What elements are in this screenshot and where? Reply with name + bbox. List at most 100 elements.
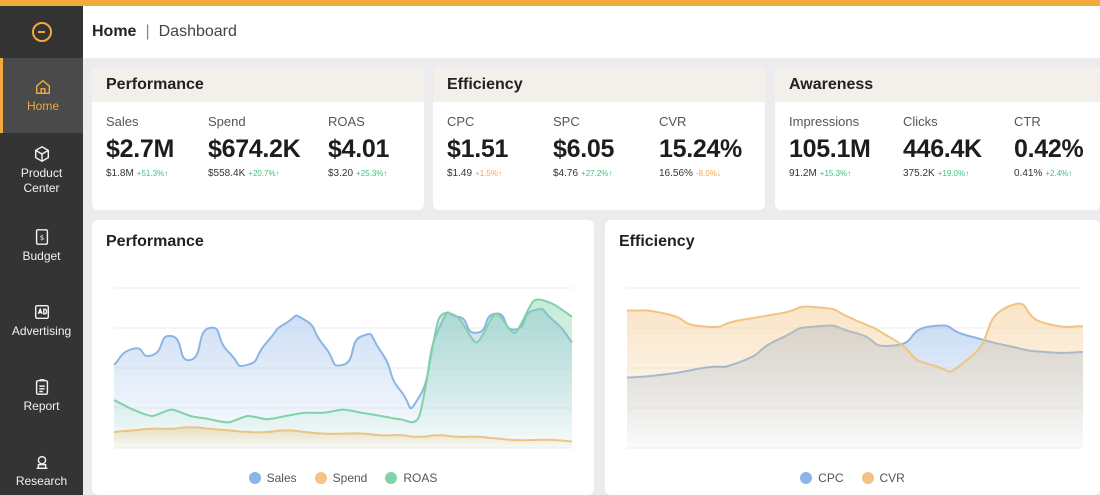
sidebar-item-product-center[interactable]: Product Center bbox=[0, 133, 83, 208]
series-line-cvr[interactable] bbox=[626, 302, 1084, 373]
kpi-value: $2.7M bbox=[106, 135, 174, 163]
top-accent-bar bbox=[0, 0, 1100, 6]
box-icon bbox=[34, 145, 49, 163]
sidebar-item-home[interactable]: Home bbox=[0, 58, 83, 133]
card-title: Awareness bbox=[775, 67, 1100, 102]
kpi-change-up: +51.3%↑ bbox=[136, 169, 169, 178]
kpi-previous: 16.56% bbox=[659, 168, 693, 179]
breadcrumb-home[interactable]: Home bbox=[92, 23, 137, 40]
chart-legend: CPC CVR bbox=[605, 471, 1100, 485]
kpi-value: 446.4K bbox=[903, 135, 982, 163]
kpi-previous: 0.41% bbox=[1014, 168, 1043, 179]
legend-swatch bbox=[800, 472, 813, 484]
kpi-ctr[interactable]: CTR 0.42% 0.41% +2.4%↑ bbox=[1014, 114, 1100, 179]
legend-item-spend[interactable]: Spend bbox=[314, 471, 368, 485]
kpi-cpc[interactable]: CPC $1.51 $1.49 +1.5%↑ bbox=[447, 114, 553, 179]
kpi-value: $6.05 bbox=[553, 135, 615, 163]
sidebar-item-label: Advertising bbox=[11, 323, 72, 338]
kpi-clicks[interactable]: Clicks 446.4K 375.2K +19.0%↑ bbox=[903, 114, 1014, 179]
chart-title: Efficiency bbox=[619, 233, 695, 250]
sidebar-item-label: Report bbox=[23, 398, 60, 413]
sidebar-item-report[interactable]: Report bbox=[0, 358, 83, 433]
budget-icon: $ bbox=[35, 228, 48, 245]
chart-title: Performance bbox=[106, 233, 204, 250]
kpi-change-up: +15.3%↑ bbox=[819, 169, 852, 178]
kpi-change-up: +27.2%↑ bbox=[581, 169, 613, 178]
kpi-label: Clicks bbox=[903, 114, 938, 129]
legend-swatch bbox=[385, 472, 398, 484]
kpi-sales[interactable]: Sales $2.7M $1.8M +51.3%↑ bbox=[106, 114, 208, 179]
kpi-previous: 91.2M bbox=[789, 168, 817, 179]
sidebar-item-label: Home bbox=[26, 98, 59, 113]
chart-card-performance: Performance Sales Spend ROAS bbox=[92, 220, 594, 495]
kpi-card-performance: Performance Sales $2.7M $1.8M +51.3%↑ Spe… bbox=[92, 67, 424, 210]
legend-swatch bbox=[248, 472, 261, 484]
kpi-label: SPC bbox=[553, 114, 580, 129]
breadcrumb-current: Dashboard bbox=[158, 23, 237, 40]
chart-card-efficiency: Efficiency CPC CVR bbox=[605, 220, 1100, 495]
ad-icon bbox=[34, 304, 49, 319]
legend-label: CVR bbox=[879, 471, 905, 485]
series-line-roas[interactable] bbox=[113, 298, 573, 424]
legend-item-cpc[interactable]: CPC bbox=[800, 471, 844, 485]
kpi-value: 105.1M bbox=[789, 135, 871, 163]
kpi-label: CTR bbox=[1014, 114, 1041, 129]
kpi-spc[interactable]: SPC $6.05 $4.76 +27.2%↑ bbox=[553, 114, 659, 179]
kpi-previous: $1.49 bbox=[447, 168, 473, 179]
kpi-previous: $4.76 bbox=[553, 168, 579, 179]
card-title: Performance bbox=[92, 67, 424, 102]
kpi-change-up: +19.0%↑ bbox=[937, 169, 970, 178]
legend-label: Spend bbox=[332, 471, 368, 485]
report-icon bbox=[35, 378, 48, 395]
kpi-roas[interactable]: ROAS $4.01 $3.20 +25.3%↑ bbox=[328, 114, 424, 179]
kpi-label: Spend bbox=[208, 114, 246, 129]
legend-label: ROAS bbox=[403, 471, 438, 485]
kpi-card-awareness: Awareness Impressions 105.1M 91.2M +15.3%… bbox=[775, 67, 1100, 210]
app-logo[interactable] bbox=[0, 6, 83, 58]
breadcrumb: Home | Dashboard bbox=[83, 6, 1100, 58]
performance-chart[interactable] bbox=[92, 220, 594, 495]
sidebar-item-advertising[interactable]: Advertising bbox=[0, 283, 83, 358]
kpi-value: $4.01 bbox=[328, 135, 390, 163]
legend-label: CPC bbox=[818, 471, 844, 485]
legend-swatch bbox=[861, 472, 874, 484]
sidebar-item-label: Product Center bbox=[20, 166, 63, 195]
series-area-cvr bbox=[627, 303, 1083, 448]
home-icon bbox=[35, 79, 51, 94]
research-icon bbox=[36, 455, 47, 469]
kpi-change-up: +25.3%↑ bbox=[356, 169, 388, 178]
kpi-value: $1.51 bbox=[447, 135, 509, 163]
kpi-change-warn: +1.5%↑ bbox=[475, 169, 502, 178]
sidebar-item-budget[interactable]: $ Budget bbox=[0, 208, 83, 283]
kpi-change-down: -8.0%↓ bbox=[695, 169, 721, 178]
kpi-label: Impressions bbox=[789, 114, 860, 129]
legend-item-sales[interactable]: Sales bbox=[248, 471, 297, 485]
logo-icon bbox=[31, 22, 52, 42]
card-title: Efficiency bbox=[433, 67, 765, 102]
kpi-label: Sales bbox=[106, 114, 139, 129]
kpi-spend[interactable]: Spend $674.2K $558.4K +20.7%↑ bbox=[208, 114, 328, 179]
legend-label: Sales bbox=[266, 471, 297, 485]
svg-text:$: $ bbox=[39, 233, 44, 242]
kpi-label: CPC bbox=[447, 114, 475, 129]
kpi-previous: $558.4K bbox=[208, 168, 246, 179]
legend-item-cvr[interactable]: CVR bbox=[861, 471, 905, 485]
legend-item-roas[interactable]: ROAS bbox=[385, 471, 437, 485]
sidebar: Home Product Center $ Budget Advertising… bbox=[0, 6, 83, 495]
kpi-value: 0.42% bbox=[1014, 135, 1084, 163]
kpi-cvr[interactable]: CVR 15.24% 16.56% -8.0%↓ bbox=[659, 114, 765, 179]
kpi-previous: 375.2K bbox=[903, 168, 935, 179]
kpi-label: ROAS bbox=[328, 114, 365, 129]
kpi-label: CVR bbox=[659, 114, 687, 129]
breadcrumb-separator: | bbox=[145, 23, 150, 40]
kpi-card-efficiency: Efficiency CPC $1.51 $1.49 +1.5%↑ SPC $6.… bbox=[433, 67, 765, 210]
sidebar-item-label: Budget bbox=[22, 248, 61, 263]
kpi-impressions[interactable]: Impressions 105.1M 91.2M +15.3%↑ bbox=[789, 114, 903, 179]
chart-legend: Sales Spend ROAS bbox=[92, 471, 594, 485]
sidebar-item-label: Research bbox=[15, 473, 68, 488]
sidebar-item-research[interactable]: Research bbox=[0, 433, 83, 495]
kpi-value: 15.24% bbox=[659, 135, 742, 163]
kpi-previous: $3.20 bbox=[328, 168, 354, 179]
efficiency-chart[interactable] bbox=[605, 220, 1100, 495]
kpi-change-up: +2.4%↑ bbox=[1045, 169, 1073, 178]
